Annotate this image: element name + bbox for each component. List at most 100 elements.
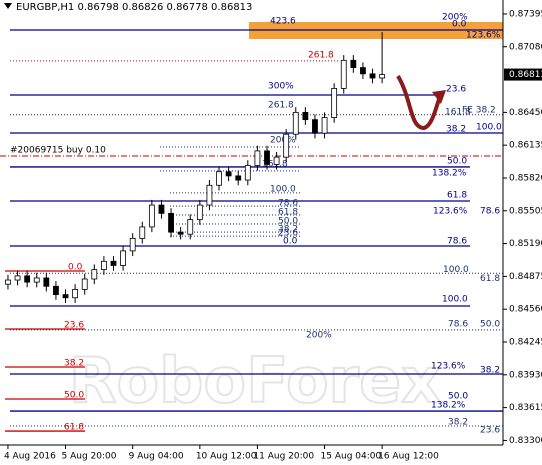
chart-title: EURGBP,H1 0.86798 0.86826 0.86778 0.8681…: [16, 2, 252, 13]
candle-body: [53, 285, 59, 296]
x-tick-label: 9 Aug 04:00: [129, 452, 184, 462]
fib-label: 161.8: [445, 107, 471, 117]
fib-label: 38.2: [446, 124, 466, 134]
candles: [5, 32, 386, 303]
candle-body: [244, 165, 251, 181]
candle-body: [148, 204, 155, 228]
candle-body: [24, 275, 31, 283]
fib-label: 423.6: [270, 16, 296, 26]
candle-body: [72, 289, 79, 299]
candle-body: [350, 59, 357, 68]
fib-label: 50.0: [480, 319, 500, 329]
candle-body: [43, 277, 50, 287]
candle-body: [235, 175, 242, 181]
fib-label: #20069715 buy 0.10: [10, 146, 106, 156]
candle-body: [177, 231, 184, 235]
fib-label: 38.2: [448, 418, 468, 428]
candle-body: [91, 269, 98, 280]
candle-body: [321, 117, 328, 134]
fib-label: 300%: [268, 81, 294, 91]
fib-label: 100.0: [476, 122, 502, 132]
fib-label: 138.2%: [432, 168, 467, 178]
candle-body: [360, 67, 366, 75]
candle-body: [273, 156, 280, 165]
x-tick-label: 5 Aug 20:00: [62, 452, 117, 462]
candle-body: [110, 260, 117, 266]
candle-body: [158, 204, 165, 214]
candle-body: [5, 279, 11, 285]
candle-body: [283, 133, 290, 158]
fib-label: 78.6: [447, 236, 467, 246]
fib-label: 61.8: [480, 274, 500, 284]
candle-body: [302, 111, 309, 121]
y-tick-label: 0.83615: [509, 403, 542, 413]
fib-label: 50.0: [278, 217, 298, 227]
fib-label: 61.8: [278, 207, 298, 217]
forecast-arrow-head: [432, 90, 446, 104]
fib-label: 38.2: [64, 358, 84, 368]
fib-label: 23.6: [480, 426, 500, 436]
fib-label: 50.0: [64, 390, 84, 400]
fib-label: 123.6%: [431, 361, 466, 371]
fib-label: FE 38.2: [462, 105, 496, 115]
candle-body: [81, 278, 88, 290]
fib-label: 78.6: [278, 199, 298, 209]
title-icon: [4, 3, 12, 9]
fib-label: 78.6: [448, 319, 468, 329]
fib-label: 61.8: [447, 190, 467, 200]
fib-label: 23.6: [278, 229, 298, 239]
candle-body: [216, 171, 222, 186]
x-tick-label: 16 Aug 12:00: [378, 452, 439, 462]
candle-body: [33, 277, 40, 283]
watermark: RoboForex: [69, 344, 441, 417]
y-tick-label: 0.86135: [509, 141, 542, 151]
candle-body: [379, 74, 386, 79]
y-tick-label: 0.84245: [509, 338, 542, 348]
fib-label: 78.6: [480, 206, 500, 216]
candle-body: [14, 275, 21, 281]
candle-body: [254, 150, 261, 166]
candle-body: [168, 212, 174, 233]
fib-label: 0.0: [452, 19, 467, 29]
fib-label: 0.0: [68, 262, 83, 272]
fib-label: 138.2%: [431, 401, 466, 411]
x-tick-label: 4 Aug 2016: [4, 452, 56, 462]
candle-body: [129, 237, 136, 252]
fib-label: 50.0: [447, 156, 467, 166]
fib-label: 200%: [442, 12, 468, 22]
candle-body: [196, 204, 203, 221]
x-tick-label: 11 Aug 20:00: [253, 452, 314, 462]
candle-body: [101, 260, 107, 271]
fib-label: 50.0: [448, 392, 468, 402]
candle-body: [264, 150, 270, 165]
forecast-arrow: [396, 74, 442, 131]
fib-label: 261.8: [268, 100, 294, 110]
candle-body: [187, 219, 194, 235]
candle-body: [62, 294, 69, 299]
fib-label: 23.6: [446, 84, 466, 94]
y-tick-label: 0.85505: [509, 206, 542, 216]
candle-body: [331, 88, 338, 118]
candle-body: [369, 73, 376, 79]
fib-label: 200%: [270, 135, 296, 145]
fib-label: 100.0: [443, 265, 469, 275]
fib-label: 38.2: [480, 365, 500, 375]
fib-label: 38.2: [278, 225, 298, 235]
candle-body: [225, 171, 232, 177]
y-tick-label: 0.87395: [509, 9, 542, 19]
fib-label: 123.6%: [433, 206, 468, 216]
fib-label: 123.6%: [466, 30, 501, 40]
candle-body: [292, 111, 299, 135]
y-tick-label: 0.84875: [509, 272, 542, 282]
fib-label: 0.0: [283, 236, 298, 246]
fib-label: 261.8: [308, 50, 334, 60]
price-tag: [504, 68, 542, 81]
candle-body: [312, 119, 318, 134]
